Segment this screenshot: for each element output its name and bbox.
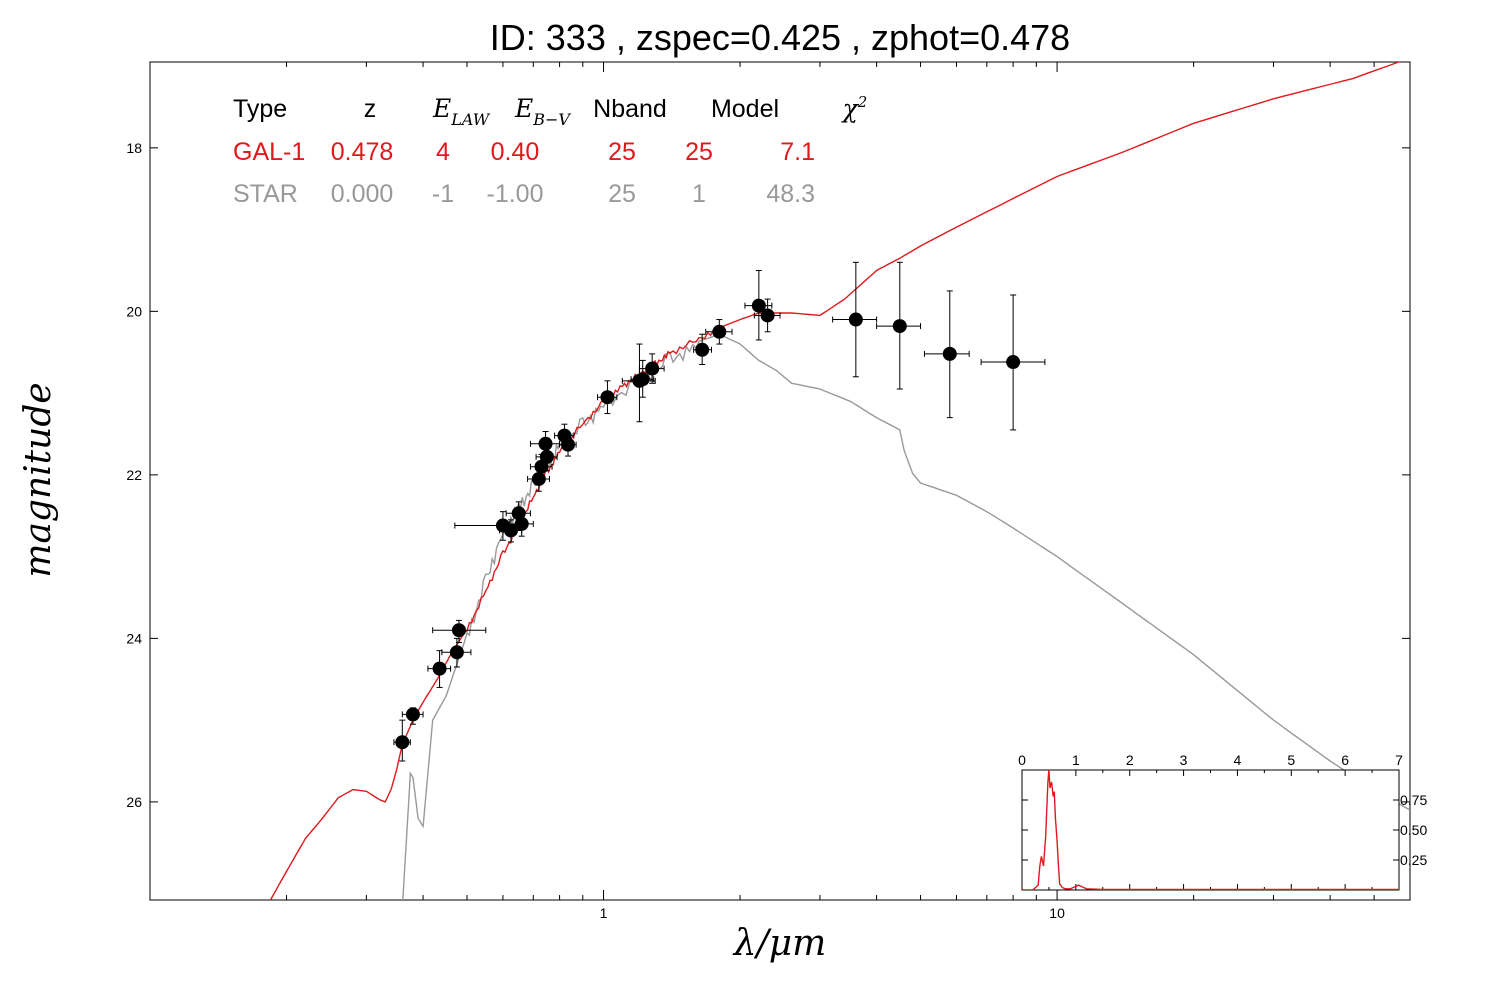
table-cell: 48.3	[766, 180, 815, 208]
data-point	[395, 735, 410, 750]
data-point	[760, 308, 775, 323]
y-tick-label: 20	[126, 303, 142, 319]
x-tick-label: 1	[600, 905, 608, 921]
data-point	[514, 516, 529, 531]
data-point	[503, 523, 518, 538]
inset-y-tick-label: 0.50	[1400, 822, 1427, 838]
table-header: Nband	[593, 95, 667, 123]
data-point-group	[980, 294, 1046, 431]
data-point-group	[638, 353, 665, 384]
table-cell: 0.40	[491, 138, 540, 166]
data-point-group	[441, 637, 472, 668]
table-cell: STAR	[233, 180, 298, 208]
data-point-group	[508, 511, 534, 537]
table-cell: -1.00	[487, 180, 544, 208]
table-header: Model	[711, 95, 779, 123]
galaxy-model-curve	[269, 62, 1401, 900]
table-cell: 1	[692, 180, 706, 208]
data-point-group	[705, 319, 733, 345]
data-point-group	[427, 650, 452, 688]
data-point-group	[753, 298, 781, 333]
table-header: Type	[233, 95, 287, 123]
data-point	[432, 661, 447, 676]
table-cell: 0.000	[331, 180, 394, 208]
inset-x-tick-label: 5	[1287, 752, 1295, 768]
model-curves	[269, 62, 1410, 900]
pdz-line	[1022, 770, 1399, 890]
x-axis-label: λ/μm	[732, 923, 826, 964]
data-point	[942, 346, 957, 361]
data-point	[712, 324, 727, 339]
data-point	[451, 623, 466, 638]
pdz-curve	[1022, 770, 1399, 890]
data-point-group	[559, 433, 577, 457]
table-cell: 7.1	[780, 138, 815, 166]
data-point	[695, 342, 710, 357]
inset-x-tick-label: 6	[1341, 752, 1349, 768]
data-point-group	[832, 261, 878, 378]
table-cell: 25	[608, 180, 636, 208]
x-tick-label: 10	[1049, 905, 1065, 921]
data-point-group	[401, 707, 424, 725]
data-point	[539, 449, 554, 464]
table-header: EB−V	[514, 94, 571, 129]
data-point-group	[432, 619, 487, 643]
table-header: χ2	[841, 93, 868, 123]
inset-x-tick-label: 4	[1234, 752, 1242, 768]
data-point-group	[923, 290, 970, 419]
table-cell: 25	[608, 138, 636, 166]
inset-axis-tick-labels: 0 1 2 3 4 5 6 7 0.25 0.50 0.75	[1018, 752, 1427, 868]
table-header: z	[364, 95, 377, 123]
table-cell: 0.478	[331, 138, 394, 166]
inset-x-tick-label: 2	[1126, 752, 1134, 768]
data-point	[449, 645, 464, 660]
y-tick-label: 22	[126, 467, 142, 483]
data-point	[1006, 355, 1021, 370]
data-point-group	[693, 333, 713, 365]
inset-y-tick-label: 0.75	[1400, 792, 1427, 808]
data-point-group	[597, 380, 618, 415]
data-point-group	[393, 719, 411, 762]
data-point	[538, 436, 553, 451]
inset-y-tick-label: 0.25	[1400, 852, 1427, 868]
data-point-group	[744, 269, 773, 341]
data-point	[561, 437, 576, 452]
chart-title: ID: 333 , zspec=0.425 , zphot=0.478	[490, 17, 1070, 58]
data-point	[635, 372, 650, 387]
data-point	[848, 312, 863, 327]
data-point	[645, 361, 660, 376]
data-point	[405, 707, 420, 722]
table-header: ELAW	[432, 94, 491, 129]
star-model-curve	[402, 333, 1410, 900]
inset-x-tick-label: 0	[1018, 752, 1026, 768]
table-cell: GAL-1	[233, 138, 305, 166]
data-point-group	[876, 261, 922, 390]
data-point-group	[499, 519, 523, 543]
y-axis-label: magnitude	[18, 382, 59, 577]
data-point	[892, 319, 907, 334]
fit-results-table: Type z ELAW EB−V Nband Model χ2 GAL-1 0.478 4 0.40…	[233, 93, 867, 208]
inset-x-tick-label: 3	[1180, 752, 1188, 768]
data-point-group	[630, 359, 655, 398]
y-tick-label: 26	[126, 794, 142, 810]
inset-x-tick-label: 7	[1395, 752, 1403, 768]
inset-x-tick-label: 1	[1072, 752, 1080, 768]
y-tick-label: 18	[126, 140, 142, 156]
inset-plot-frame	[1021, 769, 1400, 891]
main-plot-frame	[149, 61, 1411, 901]
data-point	[751, 298, 766, 313]
table-cell: 4	[436, 138, 450, 166]
table-cell: -1	[432, 180, 454, 208]
photometry-points	[393, 261, 1046, 762]
table-cell: 25	[685, 138, 713, 166]
data-point	[600, 390, 615, 405]
y-tick-label: 24	[126, 630, 142, 646]
main-axis-ticks	[150, 62, 1410, 900]
data-point-group	[529, 431, 561, 457]
